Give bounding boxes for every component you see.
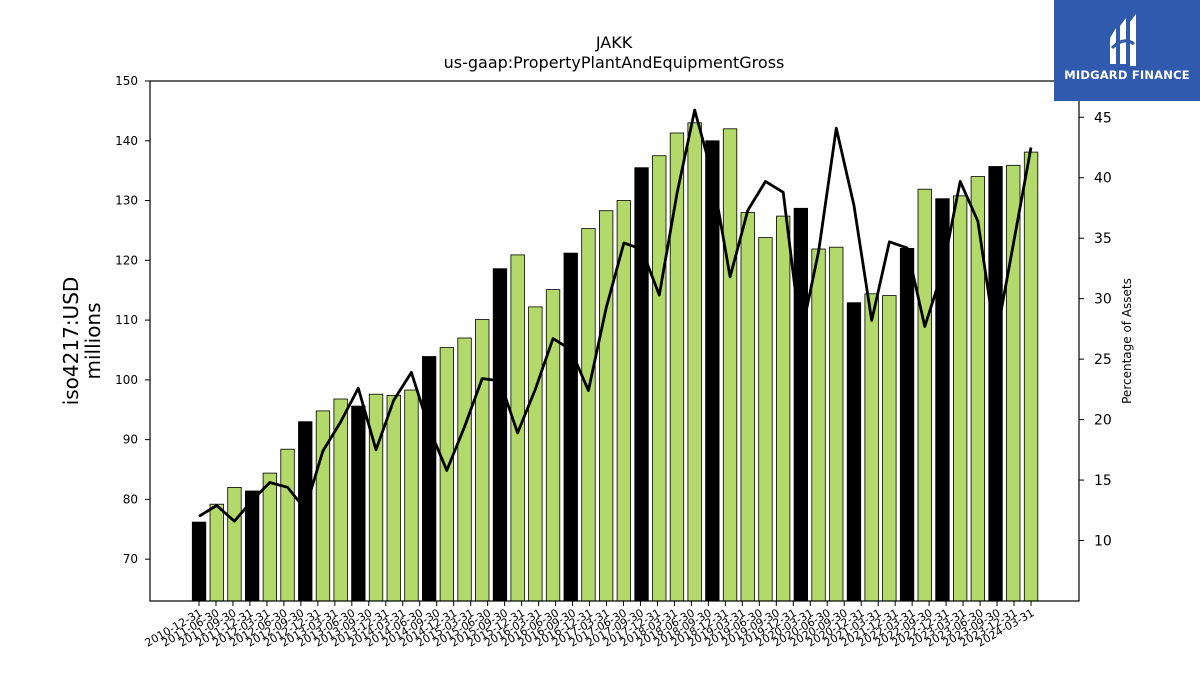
bar <box>315 410 331 602</box>
bar <box>439 347 455 602</box>
y2-tick-label: 25 <box>1094 352 1112 368</box>
bars <box>191 122 1039 602</box>
bar <box>351 405 366 602</box>
y2-tick-label: 35 <box>1094 231 1112 247</box>
bar <box>669 132 685 602</box>
y2-tick-label: 15 <box>1094 473 1112 489</box>
bar <box>953 195 968 602</box>
midgard-logo-icon <box>1110 14 1136 66</box>
bar <box>899 247 915 602</box>
y2-tick-label: 10 <box>1094 534 1112 550</box>
bar <box>563 252 578 602</box>
y-tick-label: 120 <box>115 253 138 267</box>
bar <box>864 293 879 602</box>
plot-frame <box>149 80 1080 602</box>
bar <box>811 248 826 602</box>
y2-axis-label: Percentage of Assets <box>1120 278 1134 404</box>
bar <box>227 486 242 602</box>
bar <box>368 393 384 602</box>
bar <box>740 212 755 602</box>
bar <box>510 254 525 602</box>
y-tick-label: 70 <box>123 552 138 566</box>
bar <box>421 356 437 602</box>
bar <box>191 521 207 602</box>
y-tick-label: 80 <box>123 492 138 506</box>
bar <box>935 198 950 602</box>
pct-line <box>198 108 1033 523</box>
pct-line-path <box>198 108 1033 523</box>
bar <box>758 237 773 602</box>
y-axis: 70 80 90 100 110 120 130 140 150 <box>115 74 150 566</box>
bar <box>882 295 897 602</box>
bar <box>599 210 614 602</box>
bar <box>404 389 419 602</box>
y2-tick-label: 20 <box>1094 413 1112 429</box>
bar <box>262 472 278 602</box>
bar <box>386 394 401 602</box>
bar <box>687 122 702 602</box>
y2-tick-label: 45 <box>1094 110 1112 126</box>
y-axis-label-line: millions <box>81 302 105 379</box>
chart-subtitle: us-gaap:PropertyPlantAndEquipmentGross <box>444 53 785 72</box>
bar <box>1023 151 1039 602</box>
bar <box>793 207 808 602</box>
logo: MIDGARD FINANCE <box>1054 0 1200 101</box>
bar <box>209 503 224 602</box>
bar <box>970 176 985 602</box>
y2-tick-label: 40 <box>1094 171 1112 187</box>
bar <box>545 289 561 602</box>
x-axis: 2010-12-312011-06-302011-09-302011-12-31… <box>143 601 1037 650</box>
bar <box>298 421 313 602</box>
y-tick-label: 140 <box>115 134 138 148</box>
bar <box>1006 164 1021 602</box>
bar <box>652 155 667 602</box>
logo-text: MIDGARD FINANCE <box>1064 68 1190 82</box>
bar <box>280 448 295 602</box>
bar <box>475 319 490 602</box>
bar <box>722 128 738 602</box>
bar <box>528 306 543 602</box>
bar <box>492 268 508 602</box>
bar <box>457 337 472 602</box>
y2-tick-label: 30 <box>1094 292 1112 308</box>
y-tick-label: 110 <box>115 313 138 327</box>
bar <box>846 302 862 602</box>
y2-axis: 10 15 20 25 30 35 40 45 <box>1079 110 1112 550</box>
chart-title: JAKK <box>595 33 633 52</box>
bar <box>776 215 791 602</box>
bar <box>829 246 844 602</box>
bar <box>917 188 932 602</box>
bar <box>581 228 596 602</box>
y-tick-label: 100 <box>115 373 138 387</box>
y-tick-label: 130 <box>115 194 138 208</box>
bar <box>634 167 649 602</box>
y-tick-label: 150 <box>115 74 138 88</box>
y-tick-label: 90 <box>123 433 138 447</box>
bar <box>988 166 1003 602</box>
y-axis-label-line: iso4217:USD <box>59 277 83 406</box>
